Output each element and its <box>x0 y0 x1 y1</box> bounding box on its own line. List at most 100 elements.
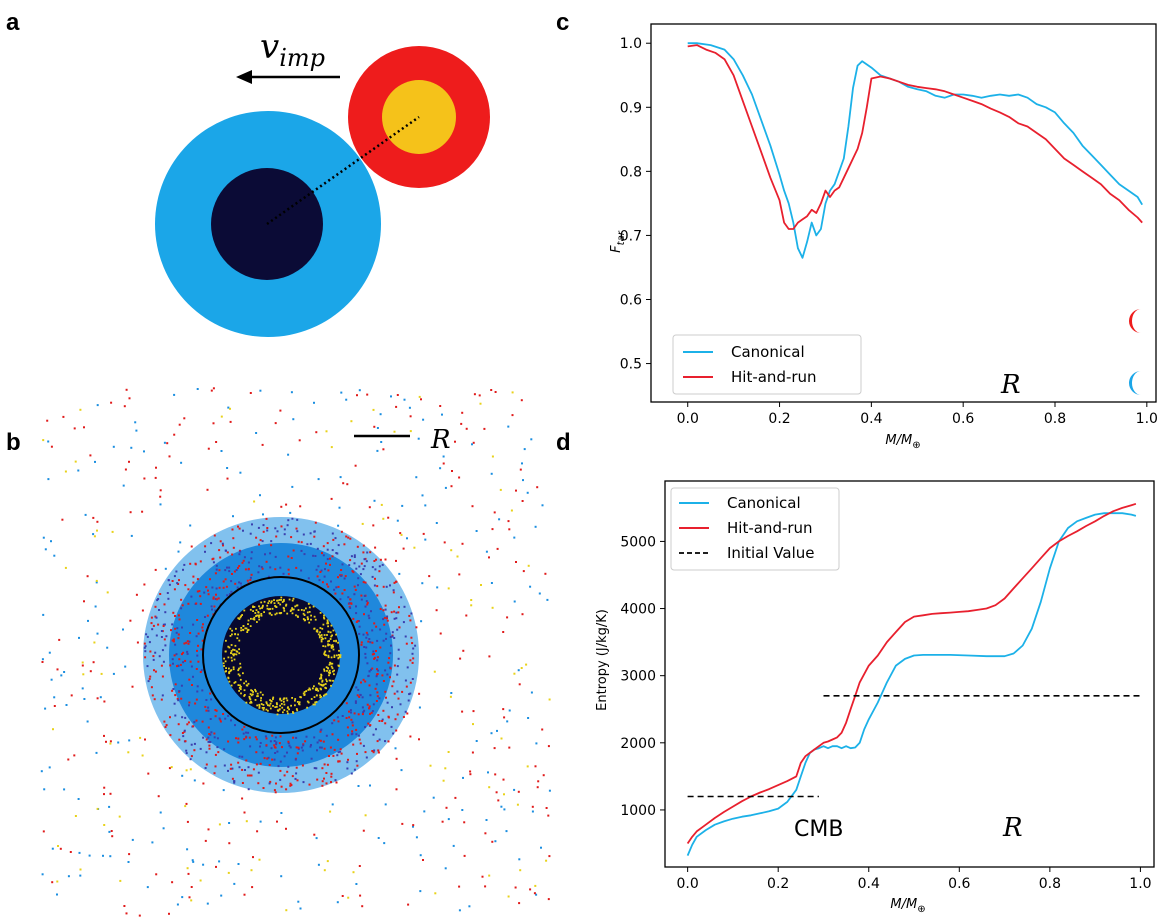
core-particle <box>327 667 329 670</box>
mantle-particle <box>346 761 349 764</box>
particle <box>523 448 526 451</box>
core-particle <box>280 703 283 705</box>
particle <box>157 795 160 798</box>
particle <box>259 389 262 392</box>
particle <box>190 886 193 888</box>
core-particle <box>295 614 297 617</box>
core-particle <box>252 610 254 612</box>
mantle-particle <box>171 623 174 626</box>
mantle-particle <box>146 665 149 668</box>
particle <box>118 815 121 818</box>
particle <box>409 415 412 418</box>
mantle-particle <box>400 596 403 599</box>
core-particle <box>317 633 320 636</box>
core-particle <box>275 706 278 708</box>
core-particle <box>238 618 241 620</box>
core-particle <box>333 673 335 676</box>
mantle-particle <box>202 736 205 739</box>
mantle-particle <box>197 660 200 663</box>
mantle-particle <box>249 532 252 535</box>
mantle-particle <box>408 693 411 696</box>
chart-c-xtick-label: 0.6 <box>952 411 974 427</box>
mantle-particle <box>334 779 337 782</box>
core-particle <box>267 608 270 611</box>
chart-d-legend-box <box>670 487 840 571</box>
particle <box>42 439 45 442</box>
particle <box>103 786 106 789</box>
core-particle <box>227 677 230 680</box>
mantle-particle <box>259 745 261 748</box>
particle <box>129 619 132 622</box>
mantle-particle <box>211 608 213 611</box>
core-particle <box>257 611 260 614</box>
mantle-particle <box>233 781 236 784</box>
mantle-particle <box>222 586 225 589</box>
core-particle <box>240 685 242 688</box>
mantle-particle <box>225 585 228 588</box>
mantle-particle <box>215 593 217 596</box>
mantle-particle <box>214 709 217 711</box>
mantle-particle <box>174 714 177 717</box>
core-particle <box>290 609 293 611</box>
mantle-particle <box>209 692 212 695</box>
mantle-particle <box>381 674 384 677</box>
core-particle <box>300 609 303 611</box>
mantle-particle <box>205 586 208 589</box>
core-particle <box>331 634 333 637</box>
mantle-particle <box>207 740 210 743</box>
mantle-particle <box>310 757 313 760</box>
particle <box>207 828 210 831</box>
mantle-particle <box>305 735 308 738</box>
core-particle <box>328 674 330 677</box>
core-particle <box>323 651 326 654</box>
core-particle <box>282 698 285 701</box>
particle <box>220 450 223 452</box>
mantle-particle <box>247 731 250 734</box>
mantle-particle <box>330 775 333 778</box>
mantle-particle <box>409 692 412 695</box>
particle <box>187 872 190 875</box>
particle <box>79 874 82 877</box>
core-particle <box>331 662 334 665</box>
particle <box>151 841 154 844</box>
core-particle <box>329 662 331 664</box>
mantle-particle <box>279 769 282 772</box>
mantle-particle <box>331 532 334 535</box>
mantle-particle <box>275 741 278 744</box>
particle <box>317 863 320 866</box>
mantle-particle <box>164 726 167 728</box>
mantle-particle <box>301 749 304 752</box>
core-particle <box>258 707 261 709</box>
mantle-particle <box>396 673 399 676</box>
particle <box>470 604 473 607</box>
mantle-particle <box>260 566 263 569</box>
particle <box>484 832 487 835</box>
mantle-particle <box>382 639 385 642</box>
particle <box>541 728 544 731</box>
core-particle <box>230 644 233 646</box>
mantle-particle <box>302 533 305 536</box>
mantle-particle <box>273 740 276 742</box>
mantle-particle <box>307 577 310 580</box>
core-particle <box>328 640 330 642</box>
core-particle <box>262 704 265 706</box>
particle <box>185 802 188 805</box>
core-particle <box>232 668 235 671</box>
chart-d-xtick-label: 0.2 <box>767 876 789 892</box>
core-particle <box>303 609 305 612</box>
core-particle <box>225 667 227 669</box>
mantle-particle <box>368 638 371 640</box>
mantle-particle <box>355 733 358 736</box>
core-particle <box>314 701 317 704</box>
moon-icons <box>1129 309 1141 395</box>
mantle-particle <box>237 761 240 764</box>
mantle-particle <box>157 598 160 600</box>
mantle-particle <box>385 632 388 635</box>
mantle-particle <box>218 717 221 720</box>
chart-c-xtick-label: 0.2 <box>768 411 790 427</box>
particle <box>424 504 427 507</box>
core-particle <box>268 704 271 707</box>
core-particle <box>308 687 311 690</box>
particle <box>544 572 547 575</box>
core-particle <box>296 709 299 712</box>
